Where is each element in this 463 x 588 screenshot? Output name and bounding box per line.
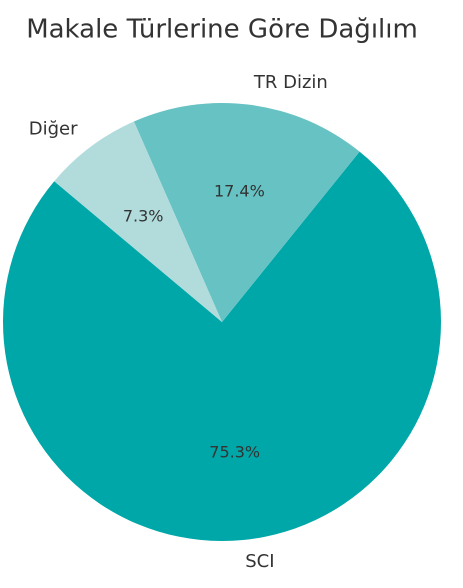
category-label: Diğer — [29, 118, 78, 139]
pie-slice — [54, 121, 222, 322]
pie-slice — [133, 102, 360, 322]
value-label: 7.3% — [123, 206, 164, 225]
chart-title: Makale Türlerine Göre Dağılım — [26, 15, 418, 45]
pie-slice — [2, 151, 442, 541]
value-label: 75.3% — [209, 442, 260, 461]
category-label: SCI — [245, 551, 274, 572]
value-label: 17.4% — [214, 181, 265, 200]
category-label: TR Dizin — [253, 72, 328, 93]
